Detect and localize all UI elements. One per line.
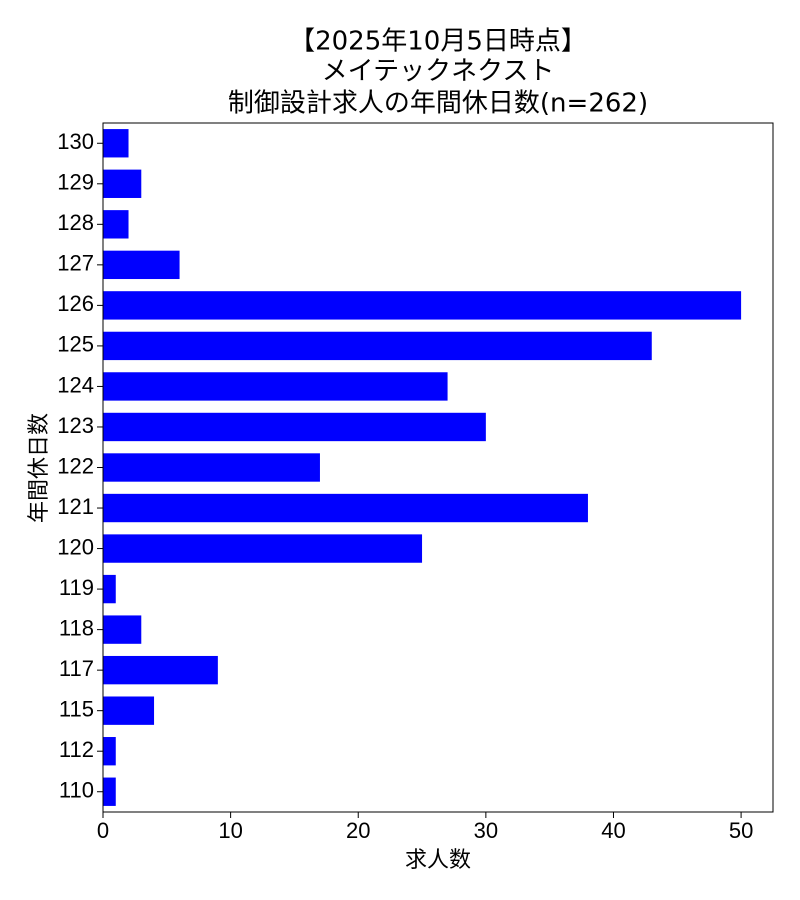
bar xyxy=(103,129,129,158)
x-tick-label: 40 xyxy=(601,818,625,843)
y-tick-label: 130 xyxy=(57,129,94,154)
x-tick-label: 10 xyxy=(218,818,242,843)
bar xyxy=(103,250,180,280)
y-tick-label: 120 xyxy=(57,534,94,559)
chart-title: メイテックネクスト xyxy=(322,57,555,87)
bar xyxy=(103,615,142,644)
bar xyxy=(103,574,116,604)
bar xyxy=(103,534,423,563)
bar xyxy=(103,372,448,401)
y-tick-label: 118 xyxy=(59,615,94,640)
bar xyxy=(103,331,652,361)
y-tick-label: 129 xyxy=(57,170,94,195)
x-tick-label: 20 xyxy=(346,818,370,843)
y-tick-label: 123 xyxy=(57,413,94,438)
bar xyxy=(103,412,486,442)
chart-title: 制御設計求人の年間休日数(n=262) xyxy=(228,89,648,119)
y-tick-label: 121 xyxy=(57,494,94,519)
y-tick-label: 110 xyxy=(59,778,94,803)
bar xyxy=(103,291,742,320)
x-tick-label: 0 xyxy=(97,818,109,843)
bar xyxy=(103,655,218,685)
bar xyxy=(103,210,129,239)
y-tick-label: 117 xyxy=(59,656,94,681)
y-tick-label: 128 xyxy=(57,210,94,235)
y-tick-label: 122 xyxy=(57,453,94,478)
x-tick-label: 30 xyxy=(474,818,498,843)
plot-frame xyxy=(102,122,774,813)
bar xyxy=(103,737,116,766)
bar xyxy=(103,696,155,725)
y-tick-label: 119 xyxy=(59,575,94,600)
y-tick-label: 112 xyxy=(59,737,94,762)
y-axis-label: 年間休日数 xyxy=(27,413,52,523)
y-tick-label: 125 xyxy=(57,332,94,357)
bar xyxy=(103,453,320,482)
y-tick-label: 115 xyxy=(59,696,94,721)
bar xyxy=(103,777,116,806)
chart-title: 【2025年10月5日時点】 xyxy=(289,27,587,57)
y-tick-label: 126 xyxy=(57,291,94,316)
x-tick-label: 50 xyxy=(729,818,753,843)
y-tick-label: 127 xyxy=(57,251,94,276)
y-tick-label: 124 xyxy=(57,372,94,397)
x-axis-label: 求人数 xyxy=(405,848,471,873)
bar xyxy=(103,169,142,198)
bar xyxy=(103,493,588,523)
